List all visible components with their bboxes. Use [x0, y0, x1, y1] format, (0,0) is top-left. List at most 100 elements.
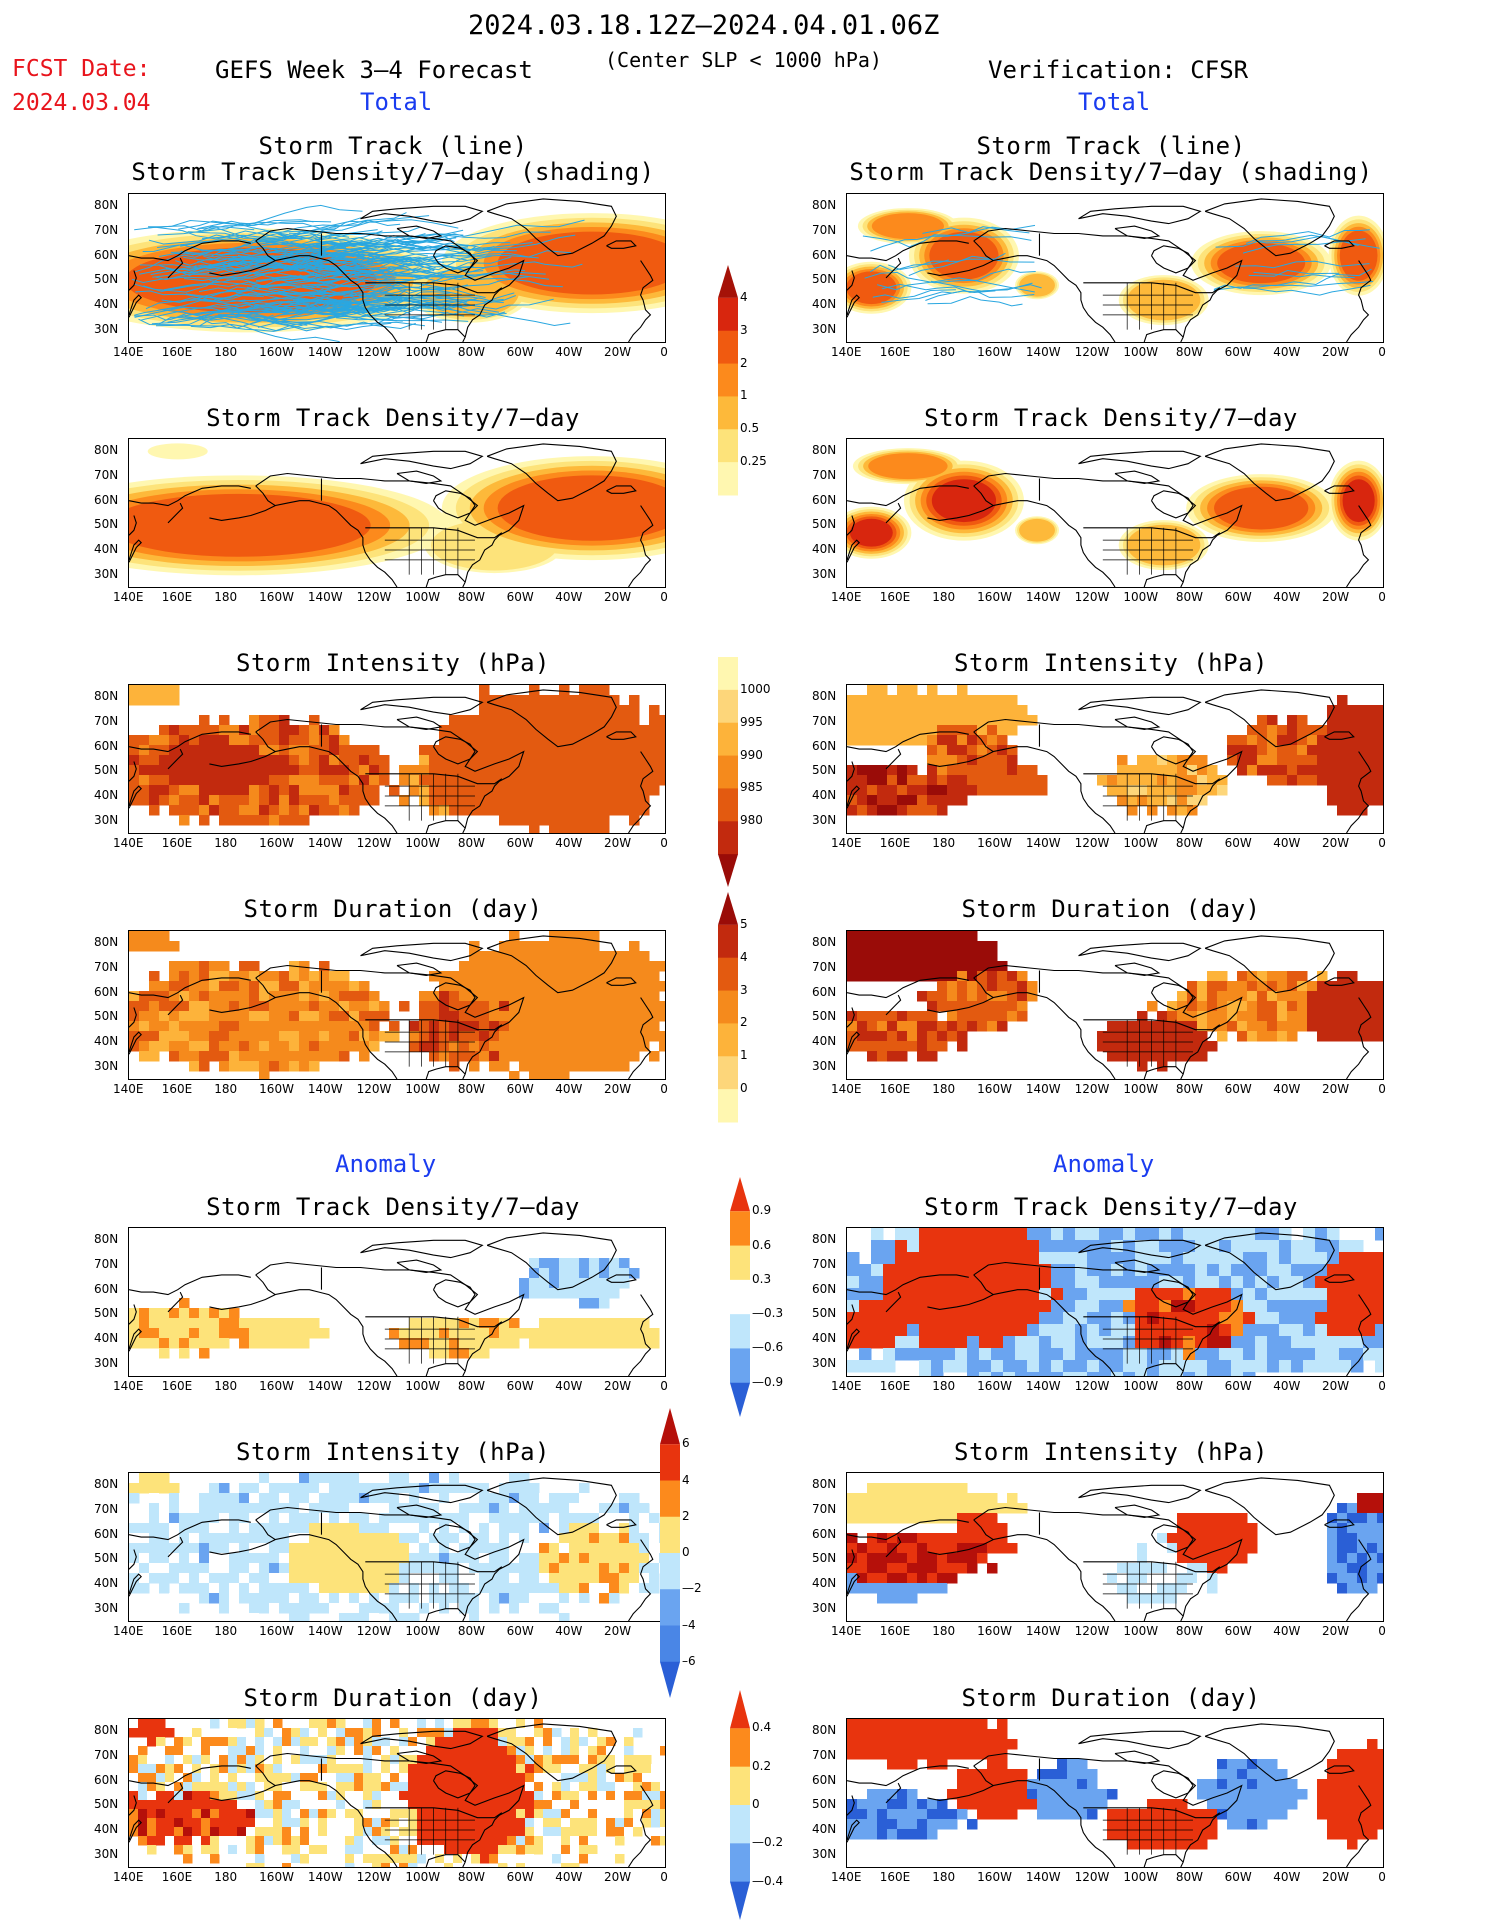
grid-cell: [907, 961, 918, 972]
grid-cell: [289, 785, 300, 796]
grid-cell: [462, 1827, 472, 1837]
title-track-shading-left: Storm Track Density/7—day (shading): [131, 158, 655, 186]
grid-cell: [1117, 785, 1128, 796]
grid-cell: [609, 1051, 620, 1062]
grid-cell: [345, 1791, 355, 1801]
forecast-total-intensity-map: [129, 685, 665, 833]
grid-cell: [1217, 1563, 1228, 1574]
grid-cell: [559, 981, 570, 992]
grid-cell: [489, 1543, 500, 1554]
verification-total-duration-map: [847, 931, 1383, 1079]
grid-cell: [857, 725, 868, 736]
grid-cell: [1257, 1011, 1268, 1022]
grid-cell: [489, 795, 500, 806]
grid-cell: [1367, 1523, 1378, 1534]
grid-cell: [499, 1338, 510, 1349]
grid-cell: [289, 971, 300, 982]
grid-cell: [289, 745, 300, 756]
grid-cell: [419, 1583, 430, 1594]
grid-cell: [329, 1563, 340, 1574]
grid-cell: [282, 1836, 292, 1846]
lat-tick-label: 80N: [94, 689, 119, 704]
grid-cell: [219, 1773, 229, 1783]
grid-cell: [649, 1583, 660, 1594]
grid-cell: [589, 1328, 600, 1339]
grid-cell: [489, 725, 500, 736]
grid-cell: [439, 1583, 450, 1594]
grid-cell: [289, 1318, 300, 1329]
coast-aleutians: [927, 1294, 994, 1310]
storm-track: [1253, 271, 1355, 279]
grid-cell: [559, 1061, 570, 1072]
grid-cell: [927, 1573, 938, 1584]
grid-cell: [489, 755, 500, 766]
grid-cell: [559, 1523, 570, 1534]
lon-tick-label: 80W: [457, 590, 485, 604]
grid-cell: [210, 1791, 220, 1801]
grid-cell: [519, 951, 530, 962]
grid-cell: [1167, 805, 1178, 816]
grid-cell: [1187, 981, 1198, 992]
lat-tick-label: 80N: [94, 198, 119, 213]
grid-cell: [1003, 1372, 1016, 1376]
grid-cell: [1183, 1228, 1196, 1241]
grid-cell: [165, 1800, 175, 1810]
grid-cell: [895, 1288, 908, 1301]
grid-cell: [439, 1011, 450, 1022]
grid-cell: [599, 991, 610, 1002]
grid-cell: [1267, 1336, 1280, 1349]
grid-cell: [847, 1252, 860, 1265]
grid-cell: [435, 1746, 445, 1756]
grid-cell: [589, 685, 600, 696]
grid-cell: [269, 1483, 280, 1494]
grid-cell: [299, 1493, 310, 1504]
grid-cell: [659, 1011, 665, 1022]
grid-cell: [907, 715, 918, 726]
verification-total-intensity-coastlines: [847, 689, 1372, 833]
grid-cell: [369, 1041, 380, 1052]
grid-cell: [1247, 725, 1258, 736]
grid-cell: [917, 971, 928, 982]
grid-cell: [1087, 1264, 1100, 1277]
grid-cell: [1307, 1021, 1318, 1032]
grid-cell: [219, 805, 230, 816]
grid-cell: [599, 755, 610, 766]
grid-cell: [309, 1328, 320, 1339]
grid-cell: [987, 971, 998, 982]
grid-cell: [639, 1041, 650, 1052]
grid-cell: [289, 1603, 300, 1614]
grid-cell: [1277, 725, 1288, 736]
grid-cell: [1063, 1252, 1076, 1265]
grid-cell: [1017, 991, 1028, 1002]
lat-tick-label: 40N: [812, 1331, 837, 1345]
grid-cell: [209, 1001, 220, 1012]
grid-cell: [997, 705, 1008, 716]
coast-sakhalin: [129, 270, 137, 291]
grid-cell: [1375, 1264, 1383, 1277]
grid-cell: [291, 1791, 301, 1801]
coast-gulf: [1143, 574, 1184, 587]
grid-cell: [907, 1493, 918, 1504]
grid-cell: [1015, 1276, 1028, 1289]
coast-iceland: [606, 1274, 637, 1283]
grid-cell: [499, 785, 510, 796]
lon-tick-label: 160E: [879, 590, 911, 604]
grid-cell: [426, 1728, 436, 1738]
grid-cell: [299, 785, 310, 796]
grid-cell: [499, 775, 510, 786]
coast-greenland: [1204, 689, 1335, 748]
grid-cell: [549, 715, 560, 726]
grid-cell: [1007, 991, 1018, 1002]
grid-cell: [129, 1513, 140, 1524]
grid-cell: [897, 695, 908, 706]
grid-cell: [259, 725, 270, 736]
grid-cell: [139, 1553, 150, 1564]
grid-cell: [867, 785, 878, 796]
grid-cell: [947, 1011, 958, 1022]
grid-cell: [977, 775, 988, 786]
grid-cell: [847, 765, 858, 776]
grid-cell: [1237, 1001, 1248, 1012]
grid-cell: [390, 1827, 400, 1837]
grid-cell: [847, 961, 858, 972]
lon-tick-label: 180: [214, 590, 238, 604]
